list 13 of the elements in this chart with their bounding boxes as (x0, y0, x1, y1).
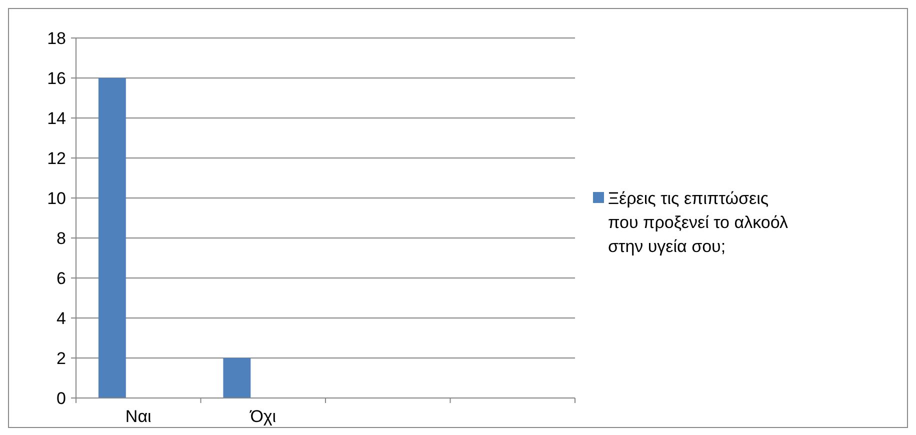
y-tick-label: 0 (56, 388, 66, 408)
y-tick-label: 14 (47, 108, 66, 128)
y-tick-label: 12 (47, 148, 66, 168)
y-tick-label: 4 (56, 308, 66, 328)
legend-label: Ξέρεις τις επιπτώσεις που προξενεί το αλκοόλ στην υγεία σου; (608, 189, 788, 256)
y-tick-label: 10 (47, 188, 66, 208)
y-tick-label: 16 (47, 68, 66, 88)
y-tick-label: 8 (56, 228, 66, 248)
y-tick-label: 18 (47, 28, 66, 48)
x-tick-label: Όχι (249, 407, 276, 426)
x-tick-label: Ναι (125, 407, 152, 426)
y-tick-label: 2 (56, 348, 66, 368)
y-tick-label: 6 (56, 268, 66, 288)
